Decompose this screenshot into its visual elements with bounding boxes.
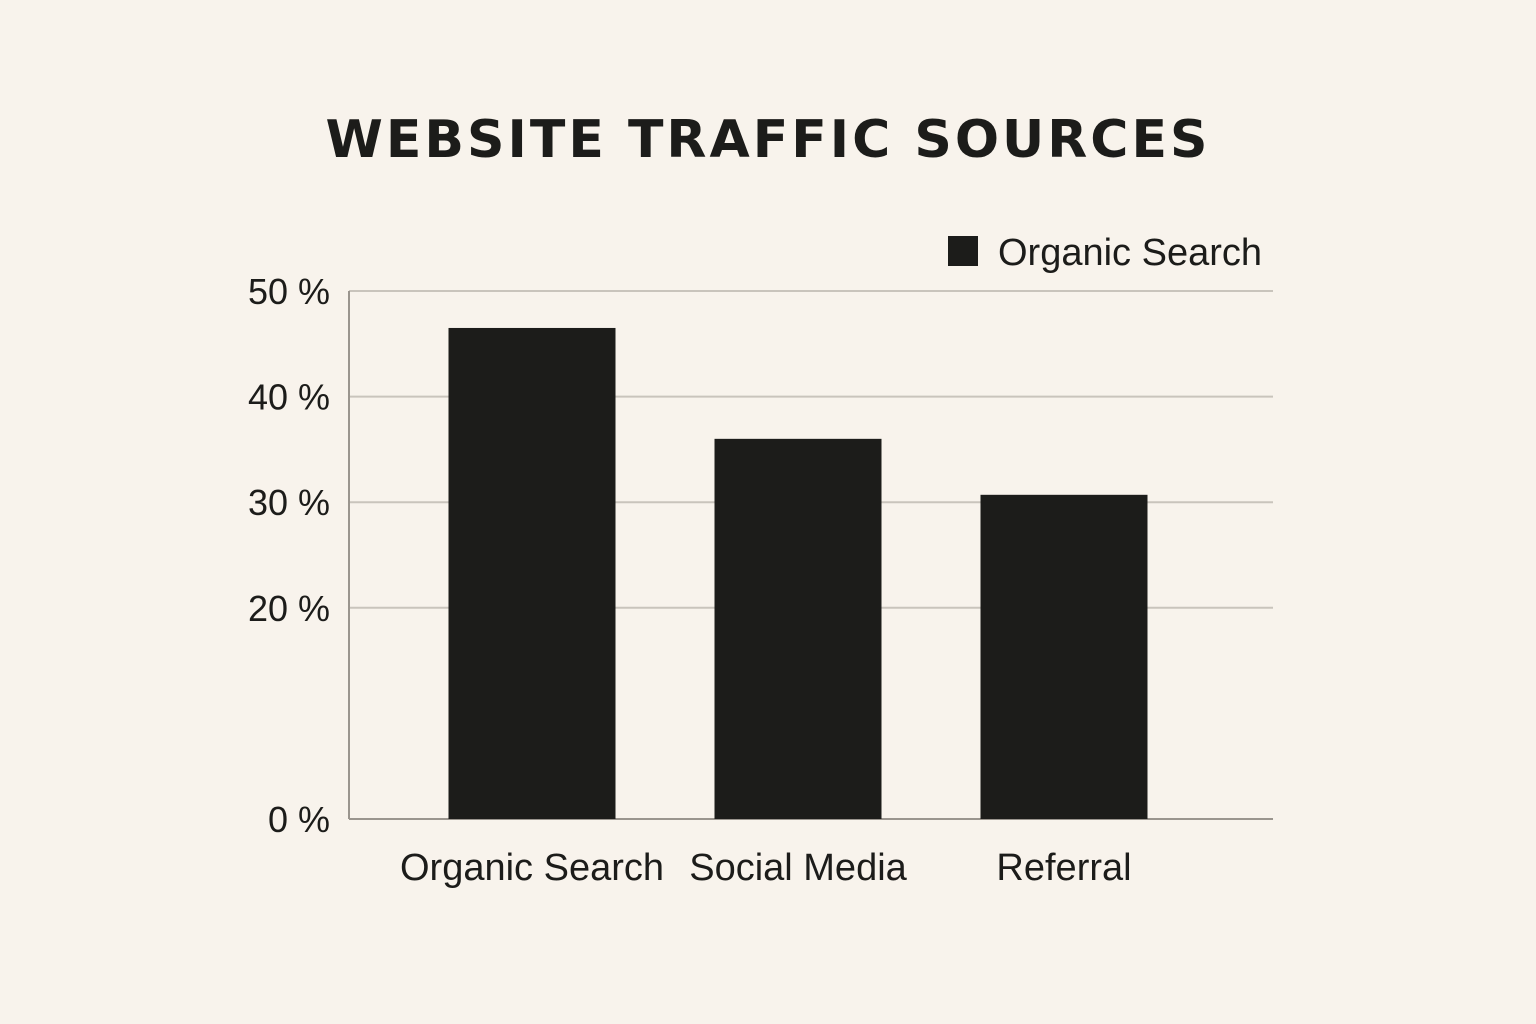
y-tick-label: 20 % <box>248 588 330 629</box>
chart-title: WEBSITE TRAFFIC SOURCES <box>325 110 1211 170</box>
x-category-label: Organic Search <box>400 847 664 889</box>
y-tick-label: 30 % <box>248 482 330 523</box>
y-tick-label: 50 % <box>248 271 330 312</box>
x-category-label: Social Media <box>689 847 907 889</box>
category-labels: Organic Search Social Media Referral <box>400 847 1132 889</box>
legend-label: Organic Search <box>998 232 1262 274</box>
bars <box>448 327 1148 819</box>
legend-swatch <box>948 236 978 266</box>
legend: Organic Search <box>948 232 1262 274</box>
y-tick-labels: 0 % 20 % 30 % 40 % 50 % <box>248 271 330 840</box>
y-tick-label: 0 % <box>268 799 330 840</box>
bar-organic-search <box>448 327 616 819</box>
bar-social-media <box>714 438 882 819</box>
y-tick-label: 40 % <box>248 377 330 418</box>
bar-referral <box>980 494 1148 819</box>
x-category-label: Referral <box>996 847 1131 889</box>
